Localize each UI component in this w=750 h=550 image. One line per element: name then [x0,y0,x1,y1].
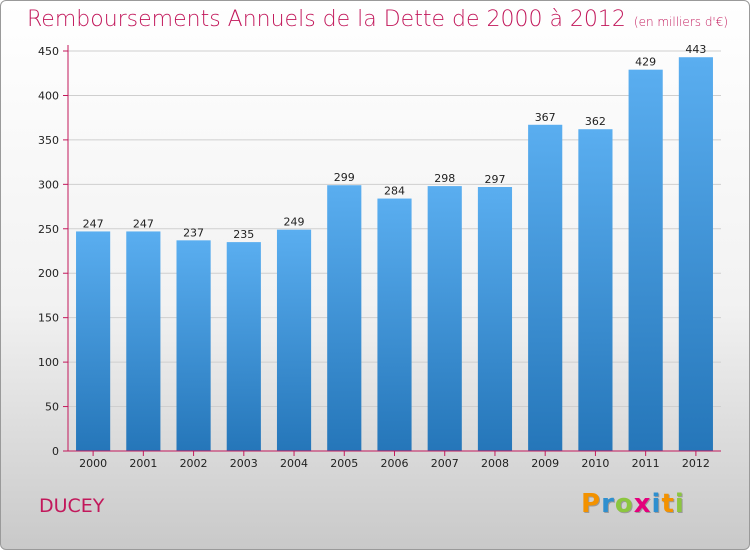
bar-value-label: 247 [133,217,154,230]
x-tick-label: 2006 [381,457,409,470]
axes [63,45,721,456]
chart-title: Remboursements Annuels de la Dette de 20… [27,7,728,32]
bar-value-label: 299 [334,171,355,184]
bar-2005 [327,185,362,451]
x-tick-label: 2005 [330,457,358,470]
bar-value-label: 247 [83,217,104,230]
x-tick-label: 2011 [632,457,660,470]
y-tick-label: 300 [38,178,59,191]
y-tick-label: 450 [38,45,59,58]
bar-2001 [126,231,161,451]
y-tick-label: 200 [38,267,59,280]
bar-value-label: 249 [284,216,305,229]
bar-2006 [377,198,412,451]
y-tick-label: 50 [45,401,59,414]
chart-title-text: Remboursements Annuels de la Dette de 20… [27,7,626,32]
brand-letter: i [651,489,662,519]
bar-value-label: 237 [183,226,204,239]
x-tick-label: 2000 [79,457,107,470]
x-tick-label: 2007 [431,457,459,470]
x-tick-label: 2004 [280,457,308,470]
bar-value-label: 429 [635,56,656,69]
bar-value-label: 443 [685,43,706,56]
y-tick-label: 100 [38,356,59,369]
place-name: DUCEY [39,495,105,517]
bar-value-label: 298 [434,172,455,185]
x-tick-label: 2008 [481,457,509,470]
bar-2003 [226,242,261,451]
y-tick-label: 400 [38,89,59,102]
bar-value-label: 284 [384,185,405,198]
x-tick-label: 2010 [581,457,609,470]
bar-value-label: 367 [535,111,556,124]
x-tick-label: 2012 [682,457,710,470]
chart-subtitle: (en milliers d'€) [633,15,729,29]
bar-value-label: 235 [233,228,254,241]
bar-2002 [176,240,211,451]
x-tick-label: 2001 [129,457,157,470]
bar-2000 [76,231,111,451]
labels: 0 50 100 150 200 250 300 350 400 450 247 2000 247 200… [38,43,710,470]
bar-2008 [477,187,513,451]
y-tick-label: 350 [38,134,59,147]
brand-letter: t [661,489,675,519]
brand-letter: o [614,489,634,519]
x-tick-label: 2009 [531,457,559,470]
x-tick-label: 2003 [230,457,258,470]
bars [76,57,713,452]
bar-2012 [678,57,713,451]
bar-2011 [628,69,663,452]
bar-2009 [528,124,563,452]
brand-letter: P [581,489,602,519]
y-tick-label: 250 [38,223,59,236]
brand-letter: r [601,489,615,519]
y-tick-label: 0 [52,445,59,458]
x-tick-label: 2002 [180,457,208,470]
bar-value-label: 297 [484,173,505,186]
brand-logo: Proxiti [581,489,685,519]
bar-2007 [427,186,462,451]
brand-letter: i [674,489,685,519]
bar-2004 [276,229,312,451]
bar-2010 [578,129,613,451]
bar-value-label: 362 [585,115,606,128]
brand-letter: x [633,489,652,519]
y-tick-label: 150 [38,312,59,325]
